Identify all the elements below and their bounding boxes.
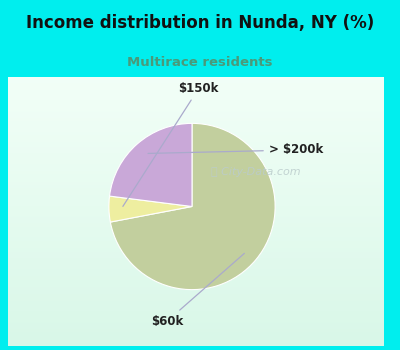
Text: ⓘ City-Data.com: ⓘ City-Data.com	[211, 167, 301, 177]
Wedge shape	[110, 123, 192, 206]
Text: > $200k: > $200k	[148, 144, 323, 156]
Text: $60k: $60k	[151, 253, 244, 328]
Text: $150k: $150k	[123, 82, 219, 206]
Wedge shape	[110, 124, 275, 289]
Wedge shape	[109, 196, 192, 222]
Text: Income distribution in Nunda, NY (%): Income distribution in Nunda, NY (%)	[26, 14, 374, 32]
Text: Multirace residents: Multirace residents	[127, 56, 273, 69]
